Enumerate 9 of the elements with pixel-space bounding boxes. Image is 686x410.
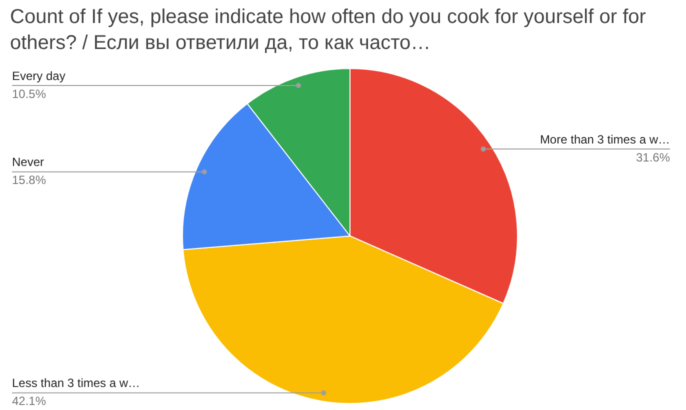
data-label: 42.1%: [12, 394, 46, 408]
slice-label: Every day: [12, 68, 66, 83]
slice-label: Less than 3 times a w…: [12, 376, 140, 390]
data-label: 10.5%: [12, 86, 46, 101]
slice-label: More than 3 times a w…: [540, 132, 670, 146]
data-label: 15.8%: [12, 173, 46, 188]
data-label: 31.6%: [636, 150, 670, 164]
chart-title: Count of If yes, please indicate how often do you cook for yourself or for others? / Если вы ответили да, то как часто…: [10, 5, 647, 56]
slice-label: Never: [12, 155, 44, 170]
